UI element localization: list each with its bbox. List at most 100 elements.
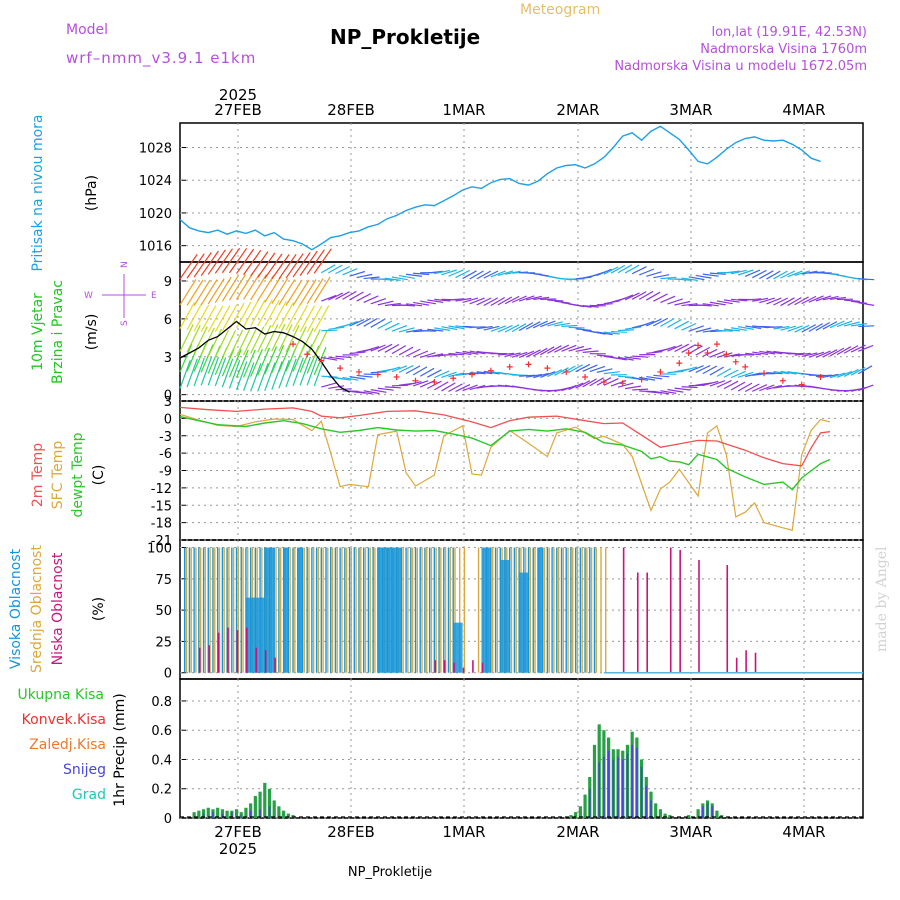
wind-barb	[200, 356, 213, 386]
wind-barb	[278, 359, 290, 389]
wind-barb	[179, 324, 194, 352]
wind-barb	[363, 346, 380, 352]
wind-barb	[610, 379, 627, 387]
wind-barb	[384, 302, 401, 307]
wind-plus-marker	[544, 365, 551, 372]
wind-barb	[179, 302, 196, 329]
wind-barb	[292, 304, 309, 332]
wind-barb	[193, 252, 212, 278]
wind-barb	[639, 268, 655, 276]
wind-barb	[342, 290, 357, 300]
wind-barb	[582, 304, 599, 308]
wind-barb	[469, 350, 486, 355]
cloud-high-fill	[453, 622, 463, 673]
wind-barb	[653, 374, 670, 378]
wind-barb	[228, 247, 248, 274]
wind-barb	[426, 369, 442, 378]
wind-barb	[624, 292, 640, 301]
wind-barb	[766, 350, 783, 355]
cloud-high-fill	[519, 572, 529, 673]
ytick-label-wind: 0	[164, 389, 172, 404]
wind-barb	[236, 248, 255, 274]
wind-barb	[321, 375, 338, 378]
wind-barb	[448, 352, 465, 356]
wind-barb	[391, 325, 408, 332]
wind-barb	[709, 380, 726, 387]
wind-barb	[815, 321, 830, 331]
precip-total-bar	[574, 812, 578, 818]
wind-barb	[398, 304, 416, 307]
wind-barb	[384, 386, 401, 389]
wind-barb	[737, 382, 753, 392]
wind-barb	[773, 297, 789, 306]
wind-barb	[306, 305, 323, 333]
bottom-day-label: 1MAR	[442, 823, 485, 841]
wind-barb	[370, 389, 387, 393]
wind-barb	[328, 264, 343, 274]
temp2m-line	[179, 406, 831, 467]
wind-barb	[794, 270, 811, 276]
ytick-label-precip: 0.8	[151, 695, 172, 710]
precip-snow-bar	[631, 744, 633, 818]
wind-barb	[674, 300, 691, 306]
wind-barb	[313, 276, 331, 303]
wind-barb	[321, 382, 337, 388]
wind-barb	[561, 384, 577, 392]
ytick-label-temp: 3	[164, 395, 172, 410]
wind-barb	[759, 297, 775, 304]
wind-barb	[257, 325, 272, 353]
precip-snow-bar	[711, 806, 714, 818]
wind-barb	[264, 276, 282, 303]
wind-barb	[533, 372, 549, 379]
ytick-label-temp: -12	[151, 482, 172, 497]
wind-barb	[540, 320, 556, 328]
wind-barb	[278, 302, 295, 329]
wind-barb	[455, 269, 471, 279]
ytick-label-temp: -9	[159, 465, 172, 480]
wind-barb	[335, 377, 352, 381]
precip-panel: Ukupna Kisa Konvek.Kisa Zaledj.Kisa Snij…	[17, 687, 128, 807]
wind-plus-marker	[290, 341, 297, 348]
wind-barb	[363, 276, 380, 280]
wind-plus-marker	[506, 363, 513, 370]
wind-barb	[356, 390, 373, 395]
ytick-label-temp: 0	[164, 412, 172, 427]
wind-barb	[228, 274, 246, 301]
cloud-high-fill	[283, 547, 289, 673]
wind-barb	[667, 298, 683, 305]
wind-barb	[427, 353, 444, 358]
wind-barb	[780, 370, 797, 375]
wind-barb	[660, 276, 677, 280]
wind-barb	[292, 357, 304, 387]
wind-barb	[285, 279, 303, 306]
ytick-label-pressure: 1016	[139, 240, 172, 255]
wind-barb	[532, 347, 548, 357]
wind-barb	[787, 325, 803, 332]
wind-barb	[667, 388, 684, 393]
wind-barb	[250, 274, 268, 301]
wind-barb	[193, 304, 210, 332]
wind-barb	[582, 378, 597, 388]
wind-barb	[716, 300, 733, 305]
wind-barb	[370, 344, 386, 352]
wind-barb	[243, 349, 256, 378]
wind-barb	[533, 296, 550, 300]
wind-barb	[434, 327, 451, 331]
wind-plus-marker	[704, 349, 711, 356]
wind-barb	[822, 349, 838, 358]
wind-barb	[236, 273, 253, 300]
wind-barb	[815, 374, 832, 377]
ytick-label-temp: -21	[151, 534, 172, 549]
wind-barb	[723, 369, 739, 378]
wind-barb	[561, 365, 576, 375]
wind-barb	[504, 352, 521, 357]
wind-plus-marker	[723, 351, 730, 358]
wind-barb	[858, 325, 875, 328]
precip-snow-bar	[231, 812, 233, 818]
wind-barb	[441, 371, 457, 378]
wind-barb	[766, 371, 783, 375]
wind-barb	[547, 345, 562, 354]
wind-barb	[504, 295, 520, 305]
wind-barb	[610, 264, 626, 274]
dewpt-ylabel: dewpt Temp	[70, 432, 86, 517]
